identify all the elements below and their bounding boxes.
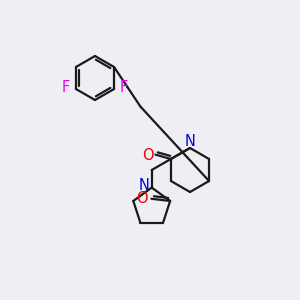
Text: O: O: [142, 148, 153, 163]
Text: F: F: [120, 80, 128, 94]
Text: N: N: [184, 134, 195, 149]
Text: N: N: [138, 178, 149, 193]
Text: O: O: [136, 191, 148, 206]
Text: F: F: [62, 80, 70, 94]
